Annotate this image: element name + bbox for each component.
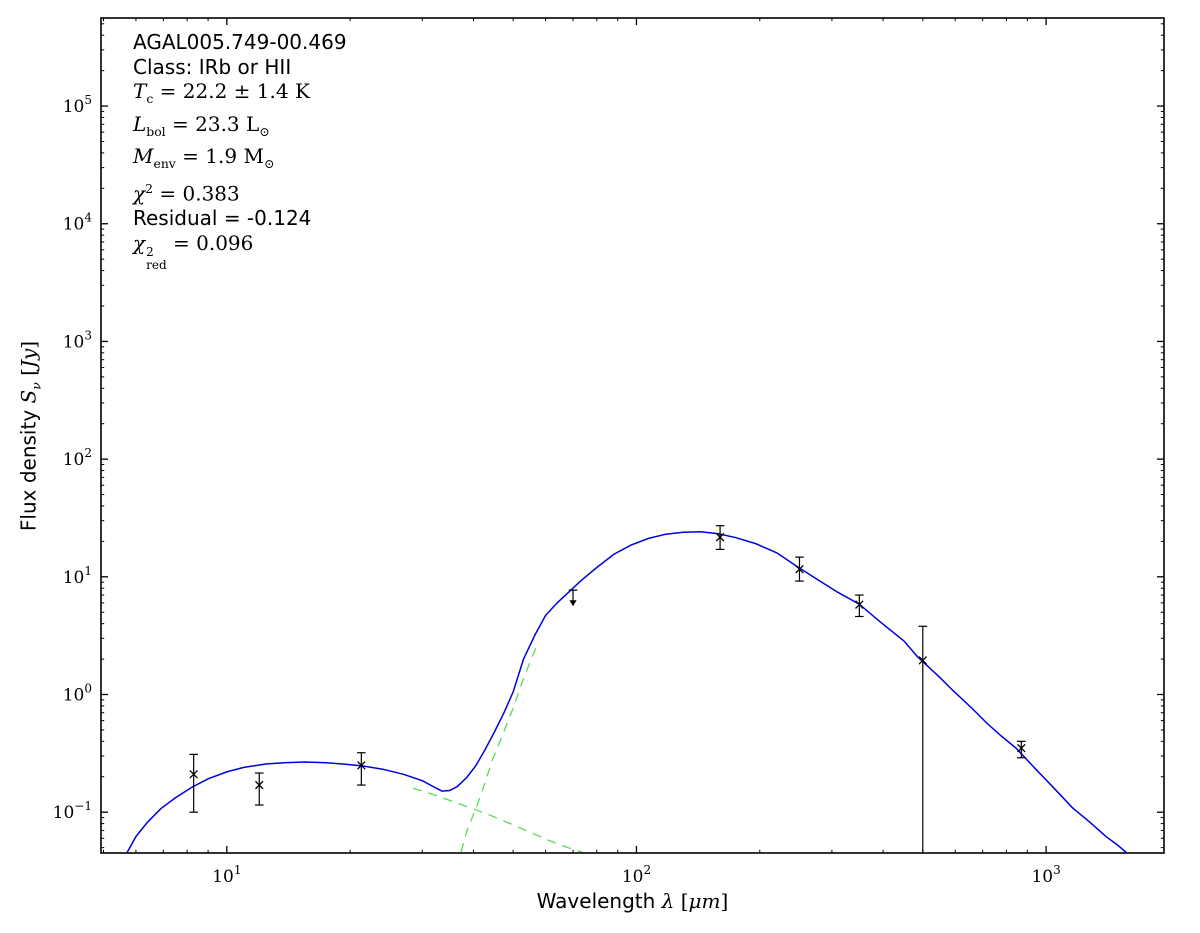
series-cold-component <box>460 642 539 853</box>
chi-symbol: χ <box>133 181 146 206</box>
luminosity-value: = 23.3 L <box>165 111 260 136</box>
lambda-symbol: λ <box>661 889 675 913</box>
plot-frame <box>100 17 1165 854</box>
nu-symbol: ν <box>28 382 44 390</box>
mass-value: = 1.9 M <box>175 144 264 169</box>
luminosity-symbol: L <box>133 111 147 136</box>
data-point-marker <box>189 770 198 779</box>
y-tick-label: 102 <box>63 446 92 470</box>
y-tick-label: 101 <box>63 564 92 588</box>
y-tick-label: 103 <box>63 328 92 352</box>
data-point-marker <box>918 656 928 665</box>
flux-symbol: S <box>16 389 41 404</box>
data-point-marker <box>715 532 725 542</box>
upper-limit-arrow <box>569 600 577 607</box>
y-axis-unit: Jy <box>16 348 41 369</box>
y-tick-label: 10−1 <box>53 799 92 823</box>
series-warm-component <box>412 787 585 854</box>
residual-line: Residual = -0.124 <box>133 206 312 231</box>
x-axis-bracket: ] <box>720 889 729 913</box>
x-tick-label: 103 <box>1031 863 1060 887</box>
mass-symbol: M <box>133 144 154 169</box>
series-total-fit <box>126 531 1128 854</box>
fit-annotation: AGAL005.749-00.469 Class: IRb or HII Tc … <box>133 30 347 272</box>
luminosity-line: Lbol = 23.3 L⊙ <box>133 112 347 145</box>
temperature-value: = 22.2 ± 1.4 K <box>153 79 310 104</box>
data-point-marker <box>254 780 264 790</box>
mass-sub: env <box>153 156 176 172</box>
x-tick-label: 102 <box>622 863 651 887</box>
chi-symbol: χ <box>133 230 146 255</box>
chi2red-line: χ 2 red = 0.096 <box>133 231 347 272</box>
y-tick-label: 104 <box>63 211 93 235</box>
class-label: Class: IRb or HII <box>133 54 292 79</box>
temperature-sub: c <box>146 91 154 107</box>
data-point-marker <box>795 564 804 574</box>
y-axis-label: Flux density Sν [Jy] <box>17 341 44 531</box>
chi2red-supsub: 2 red <box>146 246 167 271</box>
temperature-symbol: T <box>133 79 147 104</box>
y-axis-bracket: ] <box>16 340 41 349</box>
chi2red-sub: red <box>146 258 167 272</box>
sun-symbol: ⊙ <box>259 123 270 139</box>
data-point-marker <box>1017 743 1026 753</box>
temperature-line: Tc = 22.2 ± 1.4 K <box>133 79 347 112</box>
source-name: AGAL005.749-00.469 <box>133 30 347 54</box>
chi2-line: χ2 = 0.383 <box>133 177 347 206</box>
y-tick-label: 100 <box>63 681 92 705</box>
chi2-value: = 0.383 <box>153 181 240 206</box>
data-point-marker <box>855 600 864 609</box>
x-tick-label: 101 <box>212 863 241 887</box>
y-tick-label: 105 <box>63 93 92 117</box>
chi2red-exponent: 2 <box>146 245 154 260</box>
y-axis-bracket: [ <box>16 368 41 383</box>
x-axis-unit: μm <box>688 889 721 913</box>
data-point-marker <box>357 761 366 770</box>
sun-symbol: ⊙ <box>263 156 275 172</box>
mass-line: Menv = 1.9 M⊙ <box>133 144 347 177</box>
x-axis-label: Wavelength λ [μm] <box>101 889 1164 913</box>
y-axis-word: Flux density <box>16 403 41 532</box>
luminosity-sub: bol <box>146 123 166 139</box>
x-axis-bracket: [ <box>674 889 689 913</box>
chi2-exponent: 2 <box>145 180 154 196</box>
x-axis-word: Wavelength <box>536 889 662 913</box>
chi2red-value: = 0.096 <box>166 230 254 255</box>
